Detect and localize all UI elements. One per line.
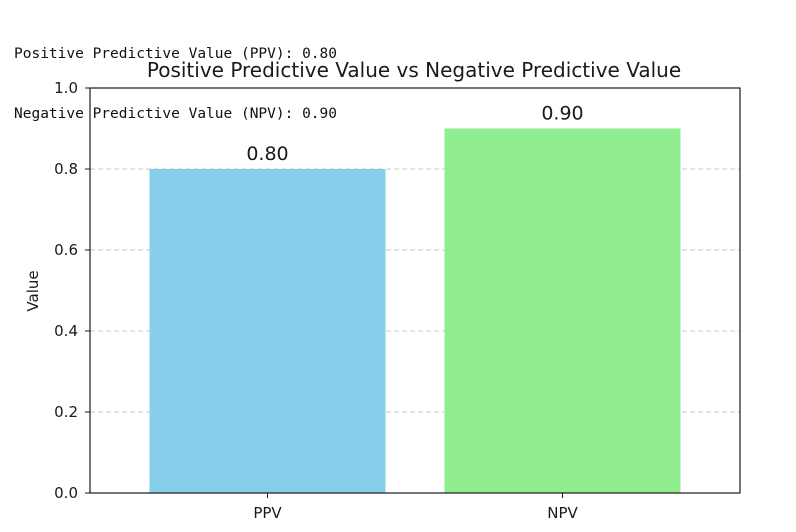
bars	[149, 128, 681, 493]
bar-value-label-npv: 0.90	[541, 103, 583, 125]
x-tick-label-npv: NPV	[547, 504, 578, 522]
bar-value-labels: 0.80 0.90	[246, 103, 583, 166]
y-tick-label: 0.4	[54, 322, 78, 340]
y-axis-title: Value	[24, 270, 42, 311]
y-tick-label: 1.0	[54, 79, 78, 97]
y-tick-label: 0.6	[54, 241, 78, 259]
y-tick-label: 0.2	[54, 403, 78, 421]
y-tick-label: 0.0	[54, 484, 78, 502]
console-line-ppv: Positive Predictive Value (PPV): 0.80	[14, 46, 338, 62]
axes: PPV NPV 0.0 0.2 0.4 0.6 0.8 1.0	[54, 79, 741, 522]
bar-value-label-ppv: 0.80	[246, 143, 288, 165]
console-line-npv: Negative Predictive Value (NPV): 0.90	[14, 106, 338, 122]
y-tick-label: 0.8	[54, 160, 78, 178]
plot-frame	[89, 87, 741, 494]
chart-title: Positive Predictive Value vs Negative Pr…	[147, 58, 681, 82]
console-output: Positive Predictive Value (PPV): 0.80 Ne…	[14, 4, 337, 144]
x-tick-label-ppv: PPV	[253, 504, 282, 522]
bar-npv	[444, 128, 681, 493]
bar-ppv	[149, 169, 386, 493]
